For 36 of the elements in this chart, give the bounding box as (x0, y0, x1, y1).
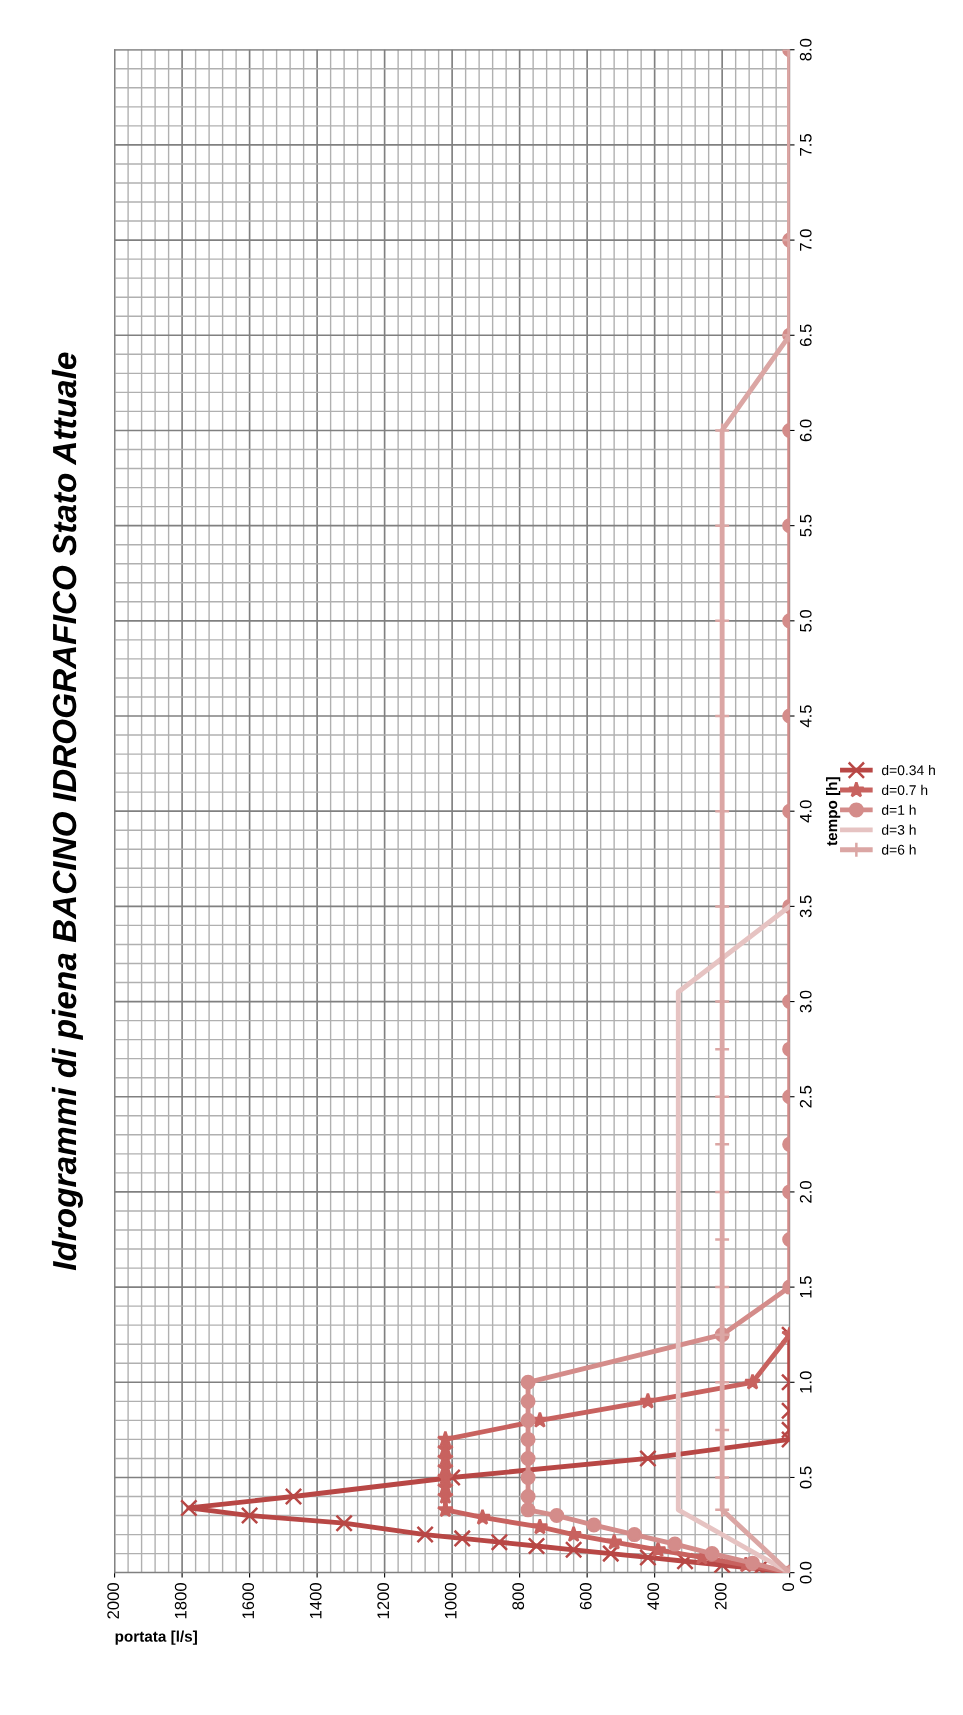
x-tick-label: 1400 (309, 1583, 322, 1619)
y-tick-label: 4.0 (799, 800, 812, 823)
x-tick-label: 1200 (377, 1583, 390, 1619)
y-tick-label: 1.0 (799, 1371, 812, 1393)
y-tick-label: 1.5 (799, 1276, 812, 1298)
y-tick-label: 2.0 (799, 1180, 812, 1203)
y-tick-label: 6.0 (799, 419, 812, 442)
y-tick-label: 5.0 (799, 609, 812, 632)
y-tick-label: 5.5 (799, 514, 812, 537)
y-tick-label: 7.0 (799, 229, 812, 251)
x-axis-title: portata [l/s] (115, 1630, 197, 1645)
x-tick-label: 1000 (444, 1583, 457, 1619)
y-tick-label: 8.0 (799, 38, 812, 61)
y-tick-label: 4.5 (799, 705, 812, 728)
x-tick-label: 0 (782, 1583, 795, 1591)
text: Idrogrammi di piena BACINO IDROGRAFICO Stato Attuale (51, 352, 83, 1271)
legend-label: d=3 h (881, 824, 916, 835)
y-tick-label: 2.5 (799, 1085, 812, 1108)
y-tick-label: 3.5 (799, 895, 812, 918)
legend-label: d=0.34 h (881, 764, 935, 776)
x-tick-label: 400 (647, 1583, 660, 1610)
y-tick-label: 0.5 (799, 1466, 812, 1489)
x-tick-label: 600 (579, 1583, 592, 1610)
legend-label: d=0.7 h (881, 784, 928, 796)
y-tick-label: 3.0 (799, 990, 812, 1013)
x-tick-label: 1800 (174, 1583, 187, 1619)
x-tick-label: 2000 (107, 1583, 120, 1619)
y-tick-label: 6.5 (799, 324, 812, 347)
y-tick-label: 0.0 (799, 1561, 812, 1584)
x-tick-label: 200 (714, 1583, 727, 1610)
legend-label: d=1 h (881, 804, 916, 815)
legend-label: d=6 h (881, 844, 916, 855)
y-tick-label: 7.5 (799, 134, 812, 156)
y-axis-title: tempo [h] (826, 777, 841, 846)
x-tick-label: 1600 (242, 1583, 255, 1619)
x-tick-label: 800 (512, 1583, 525, 1610)
